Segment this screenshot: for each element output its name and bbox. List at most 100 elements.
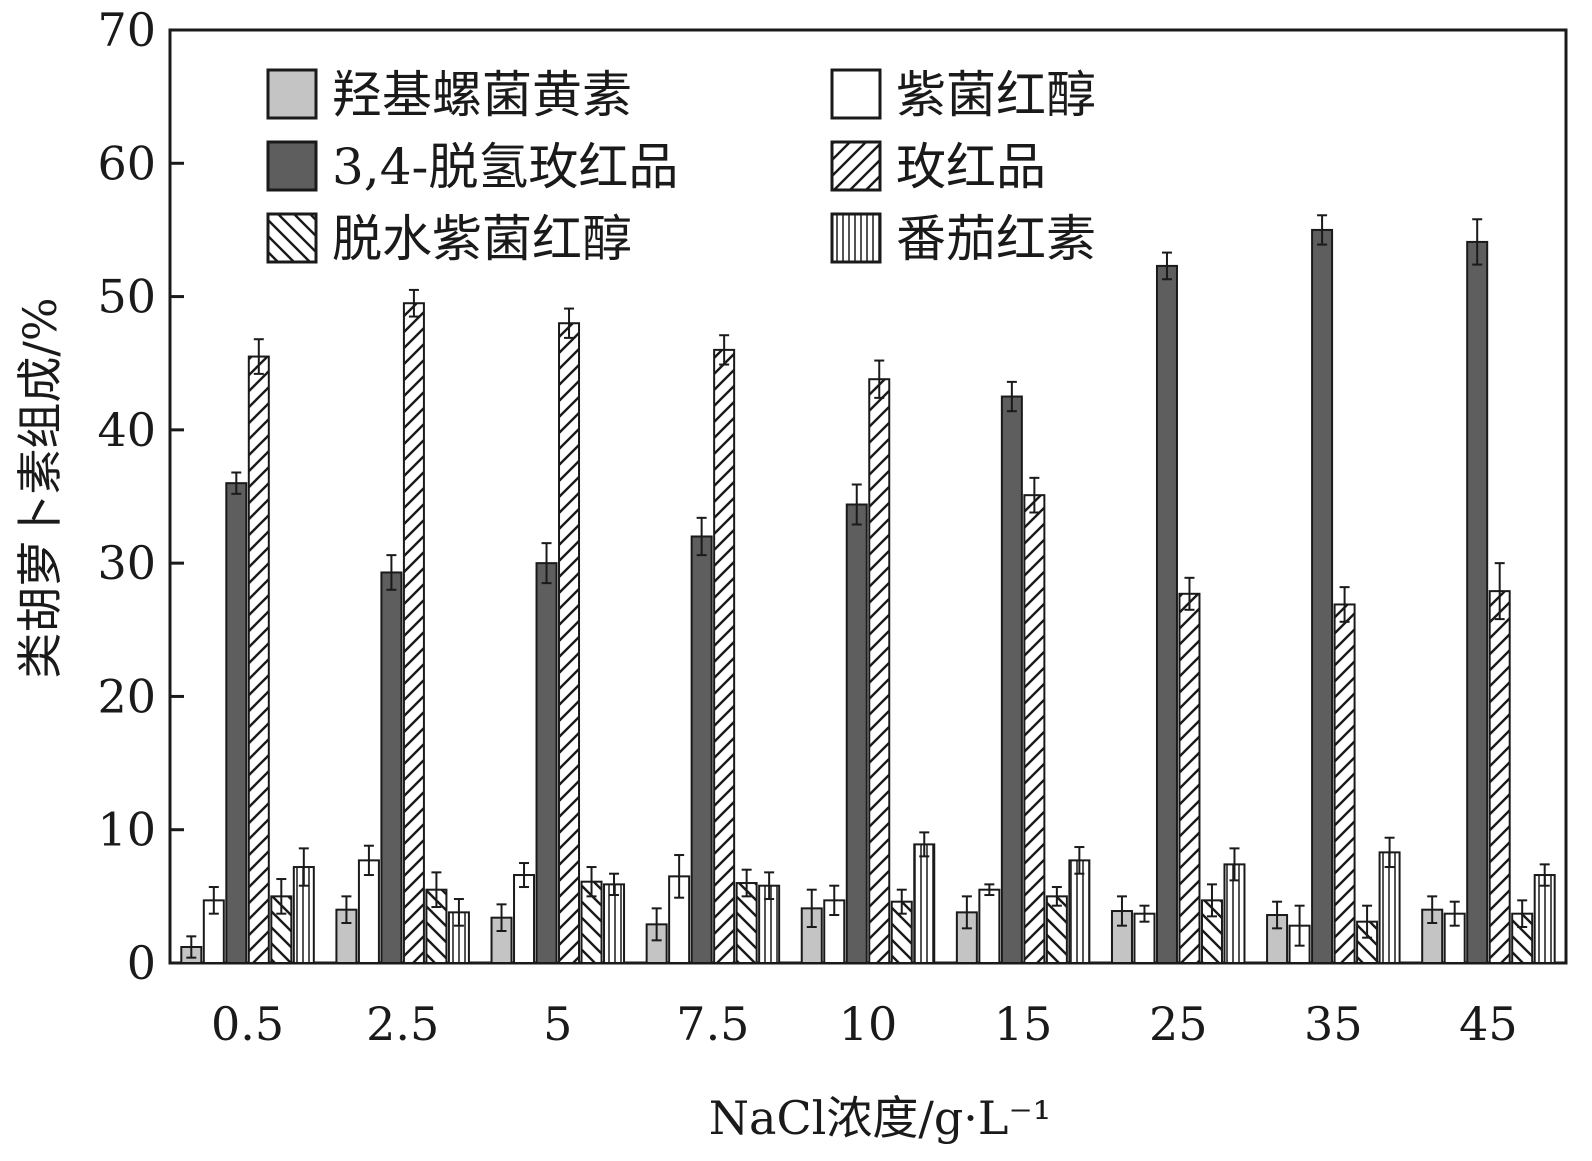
error-bar (1051, 886, 1062, 907)
error-bar (1006, 380, 1017, 413)
x-tick-label: 0.5 (211, 997, 284, 1051)
bar (603, 883, 626, 965)
bar (402, 302, 425, 964)
error-bar (186, 935, 197, 959)
y-tick-label: 10 (97, 803, 156, 857)
x-tick-label: 5 (543, 997, 572, 1051)
y-tick-label: 40 (97, 403, 156, 457)
error-bar (519, 862, 530, 889)
error-bar (564, 307, 575, 339)
bar (868, 378, 891, 964)
error-bar (496, 903, 507, 933)
error-bar (1472, 218, 1483, 266)
bar (513, 874, 536, 965)
bars (180, 214, 1556, 965)
legend-label: 羟基螺菌黄素 (332, 66, 632, 124)
error-bar (1449, 900, 1460, 927)
legend-item: 脱水紫菌红醇 (266, 210, 632, 268)
error-bar (1229, 847, 1240, 882)
bar (1068, 859, 1091, 964)
bar (1378, 851, 1401, 965)
error-bar (276, 878, 287, 915)
error-bar (341, 895, 352, 925)
bar-group-0.5 (180, 338, 315, 965)
x-tick-label: 25 (1149, 997, 1208, 1051)
y-tick-label: 30 (97, 536, 156, 590)
error-bar (1074, 846, 1085, 875)
error-bar (408, 288, 419, 318)
error-bar (1494, 562, 1505, 621)
y-axis-title: 类胡萝卜素组成/% (13, 297, 67, 678)
error-bar (829, 884, 840, 917)
error-bar (1029, 476, 1040, 514)
bar (1466, 240, 1489, 965)
bar (713, 348, 736, 964)
error-bar (961, 895, 972, 930)
x-tick-label: 7.5 (676, 997, 749, 1051)
legend-label: 3,4-脱氢玫红品 (332, 138, 678, 196)
error-bar (1427, 895, 1438, 925)
y-tick-label: 70 (97, 3, 156, 57)
error-bar (1339, 586, 1350, 623)
x-tick-label: 45 (1459, 997, 1518, 1051)
x-tick-label: 10 (839, 997, 898, 1051)
bar (1178, 592, 1201, 964)
error-bar (231, 471, 242, 495)
bar (913, 843, 936, 965)
error-bar (874, 359, 885, 399)
legend-item: 番茄红素 (830, 210, 1096, 268)
bar (1488, 590, 1511, 965)
error-bar (1184, 576, 1195, 611)
legend-swatch (830, 212, 882, 264)
error-bar (984, 883, 995, 897)
legend-label: 脱水紫菌红醇 (332, 210, 632, 268)
error-bar (453, 898, 464, 927)
bar (380, 571, 403, 964)
error-bar (1317, 214, 1328, 246)
bar-group-10 (800, 359, 936, 965)
bar (1023, 494, 1046, 964)
y-tick-label: 0 (127, 936, 156, 990)
legend-item: 紫菌红醇 (830, 66, 1096, 124)
bar (690, 535, 713, 964)
error-bar (741, 868, 752, 898)
error-bar (919, 831, 930, 858)
bar (978, 888, 1001, 965)
legend-swatch (266, 140, 318, 192)
error-bar (208, 886, 219, 915)
x-tick-label: 2.5 (366, 997, 439, 1051)
x-tick-label: 35 (1304, 997, 1363, 1051)
error-bar (1517, 899, 1528, 929)
error-bar (764, 871, 775, 901)
legend-swatch (266, 68, 318, 120)
legend-swatch (830, 68, 882, 120)
error-bar (1384, 836, 1395, 869)
x-tick-label: 15 (994, 997, 1053, 1051)
error-bar (609, 872, 620, 897)
legend-swatch (266, 212, 318, 264)
bar (558, 322, 581, 964)
error-bar (719, 334, 730, 366)
error-bar (1161, 251, 1172, 281)
error-bar (696, 516, 707, 557)
bar-group-25 (1110, 251, 1246, 965)
bar (845, 503, 868, 964)
bar (247, 355, 270, 964)
legend-item: 羟基螺菌黄素 (266, 66, 632, 124)
bar (1533, 874, 1556, 965)
error-bar (1539, 863, 1550, 887)
error-bar (541, 542, 552, 585)
error-bar (386, 554, 397, 591)
error-bar (1272, 900, 1283, 930)
y-tick-label: 20 (97, 669, 156, 723)
error-bar (253, 338, 264, 375)
error-bar (363, 844, 374, 877)
legend-label: 紫菌红醇 (896, 66, 1096, 124)
error-bar (896, 888, 907, 915)
legend-label: 番茄红素 (896, 210, 1096, 268)
legend-item: 玫红品 (830, 138, 1046, 196)
plot-frame (168, 28, 1568, 965)
axes: 0 10 20 30 40 50 60 70 0.5 2.5 5 7.5 10 15 25 35 45 (97, 3, 1568, 1051)
